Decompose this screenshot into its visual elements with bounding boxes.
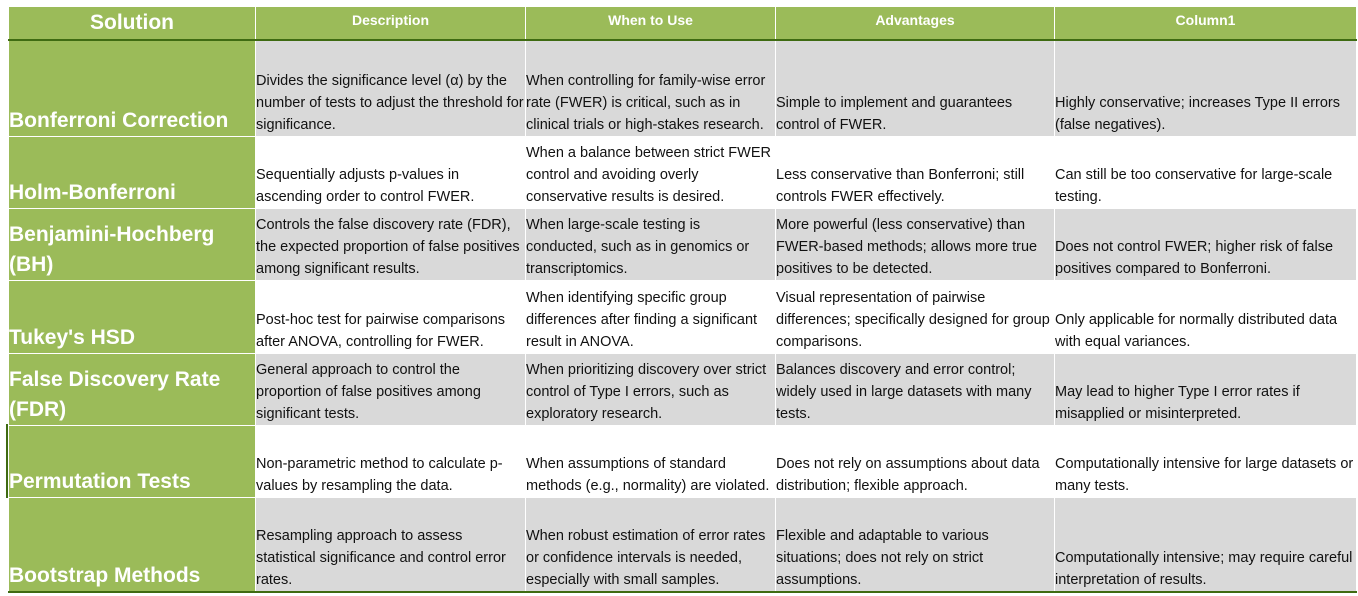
advantages-cell[interactable]: Does not rely on assumptions about data … — [775, 425, 1055, 498]
column1-cell[interactable]: Computationally intensive; may require c… — [1054, 497, 1357, 593]
header-when-to-use[interactable]: When to Use — [525, 6, 776, 41]
header-row: Solution Description When to Use Advanta… — [8, 6, 1357, 41]
table-row: False Discovery Rate (FDR) General appro… — [8, 353, 1357, 426]
solution-cell[interactable]: Tukey's HSD — [8, 280, 256, 354]
column1-cell[interactable]: Only applicable for normally distributed… — [1054, 280, 1357, 354]
when-to-use-cell[interactable]: When controlling for family-wise error r… — [525, 39, 776, 137]
when-to-use-cell[interactable]: When prioritizing discovery over strict … — [525, 353, 776, 426]
description-cell[interactable]: Divides the significance level (α) by th… — [255, 39, 526, 137]
table-row: Bootstrap Methods Resampling approach to… — [8, 497, 1357, 593]
advantages-cell[interactable]: Simple to implement and guarantees contr… — [775, 39, 1055, 137]
column1-cell[interactable]: Highly conservative; increases Type II e… — [1054, 39, 1357, 137]
description-cell[interactable]: General approach to control the proporti… — [255, 353, 526, 426]
when-to-use-cell[interactable]: When a balance between strict FWER contr… — [525, 136, 776, 209]
when-to-use-cell[interactable]: When robust estimation of error rates or… — [525, 497, 776, 593]
advantages-cell[interactable]: Balances discovery and error control; wi… — [775, 353, 1055, 426]
when-to-use-cell[interactable]: When assumptions of standard methods (e.… — [525, 425, 776, 498]
when-to-use-cell[interactable]: When identifying specific group differen… — [525, 280, 776, 354]
description-cell[interactable]: Controls the false discovery rate (FDR),… — [255, 208, 526, 281]
advantages-cell[interactable]: Flexible and adaptable to various situat… — [775, 497, 1055, 593]
header-description[interactable]: Description — [255, 6, 526, 41]
row-selection-marker — [6, 424, 9, 498]
header-solution[interactable]: Solution — [8, 6, 256, 41]
solution-cell[interactable]: Holm-Bonferroni — [8, 136, 256, 209]
solution-cell[interactable]: Bootstrap Methods — [8, 497, 256, 593]
description-cell[interactable]: Post-hoc test for pairwise comparisons a… — [255, 280, 526, 354]
solution-cell[interactable]: Benjamini-Hochberg (BH) — [8, 208, 256, 281]
advantages-cell[interactable]: More powerful (less conservative) than F… — [775, 208, 1055, 281]
description-cell[interactable]: Sequentially adjusts p-values in ascendi… — [255, 136, 526, 209]
column1-cell[interactable]: May lead to higher Type I error rates if… — [1054, 353, 1357, 426]
header-advantages[interactable]: Advantages — [775, 6, 1055, 41]
description-cell[interactable]: Non-parametric method to calculate p-val… — [255, 425, 526, 498]
comparison-table: Solution Description When to Use Advanta… — [8, 6, 1357, 593]
column1-cell[interactable]: Does not control FWER; higher risk of fa… — [1054, 208, 1357, 281]
solution-cell[interactable]: False Discovery Rate (FDR) — [8, 353, 256, 426]
advantages-cell[interactable]: Visual representation of pairwise differ… — [775, 280, 1055, 354]
table-row: Bonferroni Correction Divides the signif… — [8, 39, 1357, 137]
when-to-use-cell[interactable]: When large-scale testing is conducted, s… — [525, 208, 776, 281]
table-row: Permutation Tests Non-parametric method … — [8, 425, 1357, 498]
advantages-cell[interactable]: Less conservative than Bonferroni; still… — [775, 136, 1055, 209]
table-row: Holm-Bonferroni Sequentially adjusts p-v… — [8, 136, 1357, 209]
column1-cell[interactable]: Can still be too conservative for large-… — [1054, 136, 1357, 209]
solution-cell[interactable]: Permutation Tests — [8, 425, 256, 498]
table-row: Benjamini-Hochberg (BH) Controls the fal… — [8, 208, 1357, 281]
header-column1[interactable]: Column1 — [1054, 6, 1357, 41]
table-row: Tukey's HSD Post-hoc test for pairwise c… — [8, 280, 1357, 354]
column1-cell[interactable]: Computationally intensive for large data… — [1054, 425, 1357, 498]
description-cell[interactable]: Resampling approach to assess statistica… — [255, 497, 526, 593]
solution-cell[interactable]: Bonferroni Correction — [8, 39, 256, 137]
